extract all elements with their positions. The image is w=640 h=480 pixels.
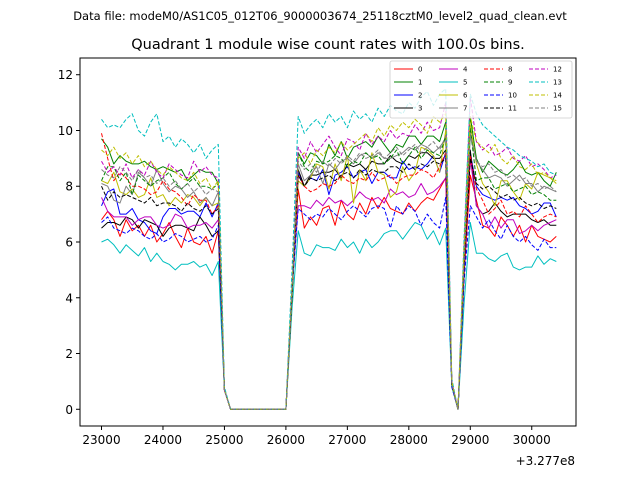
series-line-9 [101,127,557,410]
legend-label-3: 3 [418,105,422,113]
figure-suptitle: Data file: modeM0/AS1C05_012T06_90000036… [73,9,567,23]
series-layer [101,88,557,410]
series-line-10 [101,196,557,410]
legend-label-9: 9 [508,79,512,87]
x-axis-offset-label: +3.277e8 [516,454,575,468]
y-axis: 0 2 4 6 8 10 12 [58,68,80,417]
legend-label-7: 7 [463,105,467,113]
x-axis: 23000 24000 25000 26000 27000 28000 29000 30000 [82,426,551,447]
legend-label-14: 14 [553,92,562,100]
series-line-8 [101,133,557,410]
chart-title: Quadrant 1 module wise count rates with … [131,37,525,53]
legend-label-8: 8 [508,66,512,74]
y-tick-label: 10 [58,124,73,138]
y-tick-label: 6 [65,236,73,250]
legend-label-2: 2 [418,92,422,100]
series-line-6 [101,124,557,410]
y-tick-label: 8 [65,180,73,194]
x-tick-label: 24000 [144,433,182,447]
series-line-15 [101,132,557,410]
legend-box [389,60,573,119]
legend-label-15: 15 [553,105,562,113]
legend-label-10: 10 [508,92,517,100]
y-tick-label: 4 [65,291,73,305]
legend-label-6: 6 [463,92,468,100]
legend-label-1: 1 [418,79,422,87]
y-tick-label: 0 [65,403,73,417]
legend-label-4: 4 [463,66,468,74]
x-tick-label: 23000 [82,433,120,447]
x-tick-label: 27000 [328,433,366,447]
legend-label-0: 0 [418,66,422,74]
series-line-11 [101,157,557,410]
y-tick-label: 2 [65,347,73,361]
legend-label-5: 5 [463,79,467,87]
series-line-7 [101,135,557,410]
x-tick-label: 26000 [267,433,305,447]
series-line-5 [101,222,557,410]
series-line-13 [101,88,557,410]
legend-label-11: 11 [508,105,517,113]
x-tick-label: 30000 [513,433,551,447]
series-line-12 [101,96,557,410]
x-tick-label: 28000 [390,433,428,447]
series-line-14 [101,113,557,410]
series-line-2 [101,152,557,410]
y-tick-label: 12 [58,68,73,82]
x-tick-label: 29000 [451,433,489,447]
series-line-4 [101,157,557,410]
legend-label-12: 12 [553,66,562,74]
x-tick-label: 25000 [205,433,243,447]
series-line-0 [101,174,557,410]
legend-label-13: 13 [553,79,562,87]
